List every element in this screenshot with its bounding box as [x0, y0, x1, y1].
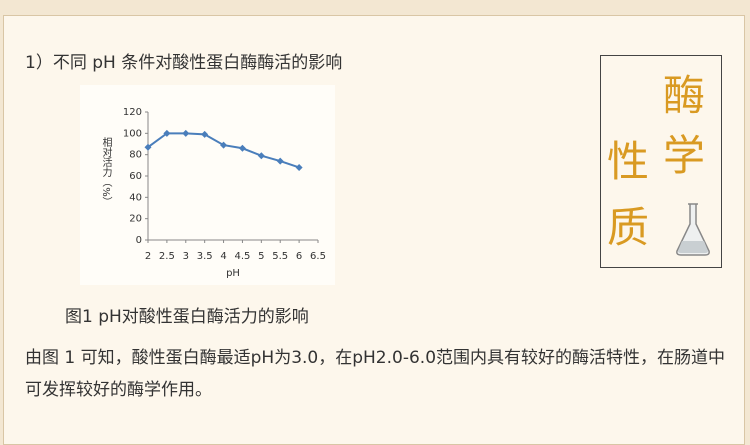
x-tick-label: 2.5: [159, 251, 175, 262]
x-tick-label: 4: [220, 251, 226, 262]
y-tick-label: 60: [129, 171, 142, 182]
y-axis-label: 相对活力（%）: [100, 136, 112, 207]
flask-icon: [676, 203, 710, 256]
x-tick-label: 2: [145, 251, 151, 262]
badge-char: 学: [663, 131, 706, 180]
data-point: [257, 152, 265, 160]
data-point: [276, 157, 284, 165]
y-tick-label: 80: [129, 150, 142, 161]
x-tick-label: 5: [258, 251, 264, 262]
heading: 1）不同 pH 条件对酸性蛋白酶酶活的影响: [25, 53, 343, 73]
badge-char: 质: [607, 203, 650, 252]
x-axis-label: pH: [226, 268, 240, 279]
data-point: [182, 129, 190, 137]
x-tick-label: 6.5: [310, 251, 326, 262]
x-tick-label: 3: [183, 251, 189, 262]
x-tick-label: 6: [296, 251, 302, 262]
y-tick-label: 0: [136, 235, 142, 246]
badge: 酶 学 性 质: [600, 55, 722, 268]
paragraph: 由图 1 可知，酸性蛋白酶最适pH为3.0，在pH2.0-6.0范围内具有较好的…: [25, 348, 726, 400]
data-point: [144, 143, 152, 151]
y-tick-label: 40: [129, 192, 142, 203]
data-point: [238, 144, 246, 152]
y-tick-label: 100: [123, 128, 142, 139]
data-point: [220, 141, 228, 149]
caption: 图1 pH对酸性蛋白酶活力的影响: [65, 307, 309, 327]
y-tick-label: 20: [129, 214, 142, 225]
chart-bg: [80, 85, 335, 285]
x-tick-label: 4.5: [234, 251, 250, 262]
badge-char: 酶: [663, 71, 706, 120]
badge-char: 性: [607, 137, 650, 186]
x-tick-label: 5.5: [272, 251, 288, 262]
x-tick-label: 3.5: [197, 251, 213, 262]
y-tick-label: 120: [123, 107, 142, 118]
data-point: [201, 130, 209, 138]
data-point: [163, 129, 171, 137]
data-point: [295, 163, 303, 171]
